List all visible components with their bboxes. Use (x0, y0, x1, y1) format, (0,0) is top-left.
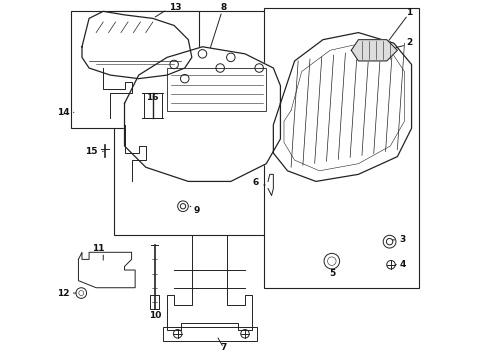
Text: 8: 8 (220, 3, 226, 12)
Text: 16: 16 (146, 93, 158, 102)
Bar (265, 8, 418, 288)
Text: 14: 14 (57, 108, 70, 117)
Text: 1: 1 (406, 8, 413, 17)
Bar (167, 68, 266, 111)
Bar (164, 327, 257, 341)
Bar (114, 11, 288, 235)
Polygon shape (273, 33, 412, 181)
Text: 9: 9 (190, 206, 200, 215)
Text: 3: 3 (399, 235, 405, 244)
Text: 4: 4 (399, 260, 406, 269)
Bar (144, 93, 162, 118)
Bar (72, 11, 199, 128)
Text: 15: 15 (85, 147, 98, 156)
Text: 2: 2 (406, 38, 413, 47)
Text: 6: 6 (252, 178, 258, 187)
Polygon shape (351, 40, 397, 61)
Text: 5: 5 (329, 269, 336, 278)
Text: 12: 12 (57, 289, 70, 298)
Text: 13: 13 (169, 3, 181, 12)
Text: 7: 7 (220, 343, 227, 352)
Polygon shape (124, 47, 280, 181)
Bar (150, 295, 159, 309)
Text: 10: 10 (149, 311, 162, 320)
Text: 11: 11 (92, 243, 104, 252)
